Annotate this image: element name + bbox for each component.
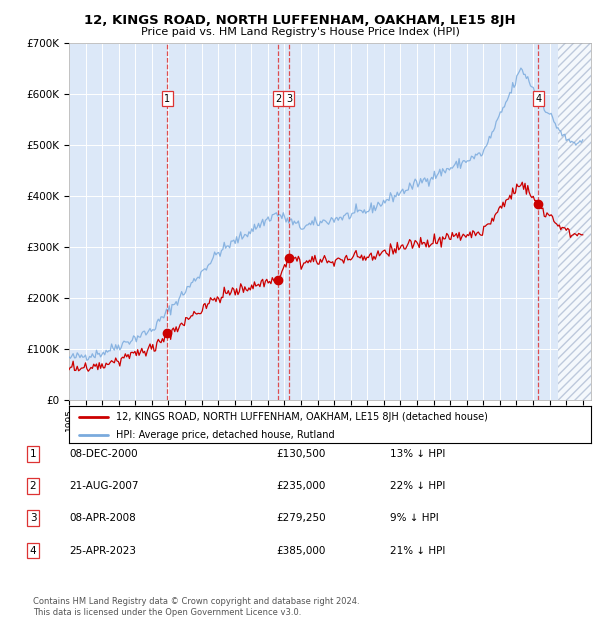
Text: HPI: Average price, detached house, Rutland: HPI: Average price, detached house, Rutl… (116, 430, 335, 440)
Text: Contains HM Land Registry data © Crown copyright and database right 2024.
This d: Contains HM Land Registry data © Crown c… (33, 598, 359, 617)
Text: 3: 3 (286, 94, 292, 104)
Bar (558, 43, 599, 400)
Text: 1: 1 (164, 94, 170, 104)
Text: £130,500: £130,500 (276, 449, 325, 459)
Bar (558, 43, 599, 400)
Text: 2: 2 (275, 94, 281, 104)
Text: 21% ↓ HPI: 21% ↓ HPI (390, 546, 445, 556)
Text: 9% ↓ HPI: 9% ↓ HPI (390, 513, 439, 523)
Text: 21-AUG-2007: 21-AUG-2007 (69, 481, 139, 491)
Text: 4: 4 (535, 94, 541, 104)
Text: £235,000: £235,000 (276, 481, 325, 491)
Text: 4: 4 (29, 546, 37, 556)
Text: 08-APR-2008: 08-APR-2008 (69, 513, 136, 523)
Text: 12, KINGS ROAD, NORTH LUFFENHAM, OAKHAM, LE15 8JH: 12, KINGS ROAD, NORTH LUFFENHAM, OAKHAM,… (84, 14, 516, 27)
Text: 1: 1 (29, 449, 37, 459)
Text: Price paid vs. HM Land Registry's House Price Index (HPI): Price paid vs. HM Land Registry's House … (140, 27, 460, 37)
Text: 3: 3 (29, 513, 37, 523)
Text: 25-APR-2023: 25-APR-2023 (69, 546, 136, 556)
Text: 2: 2 (29, 481, 37, 491)
Text: 22% ↓ HPI: 22% ↓ HPI (390, 481, 445, 491)
Text: 08-DEC-2000: 08-DEC-2000 (69, 449, 137, 459)
Text: 13% ↓ HPI: 13% ↓ HPI (390, 449, 445, 459)
Text: 12, KINGS ROAD, NORTH LUFFENHAM, OAKHAM, LE15 8JH (detached house): 12, KINGS ROAD, NORTH LUFFENHAM, OAKHAM,… (116, 412, 488, 422)
Text: £279,250: £279,250 (276, 513, 326, 523)
Text: £385,000: £385,000 (276, 546, 325, 556)
